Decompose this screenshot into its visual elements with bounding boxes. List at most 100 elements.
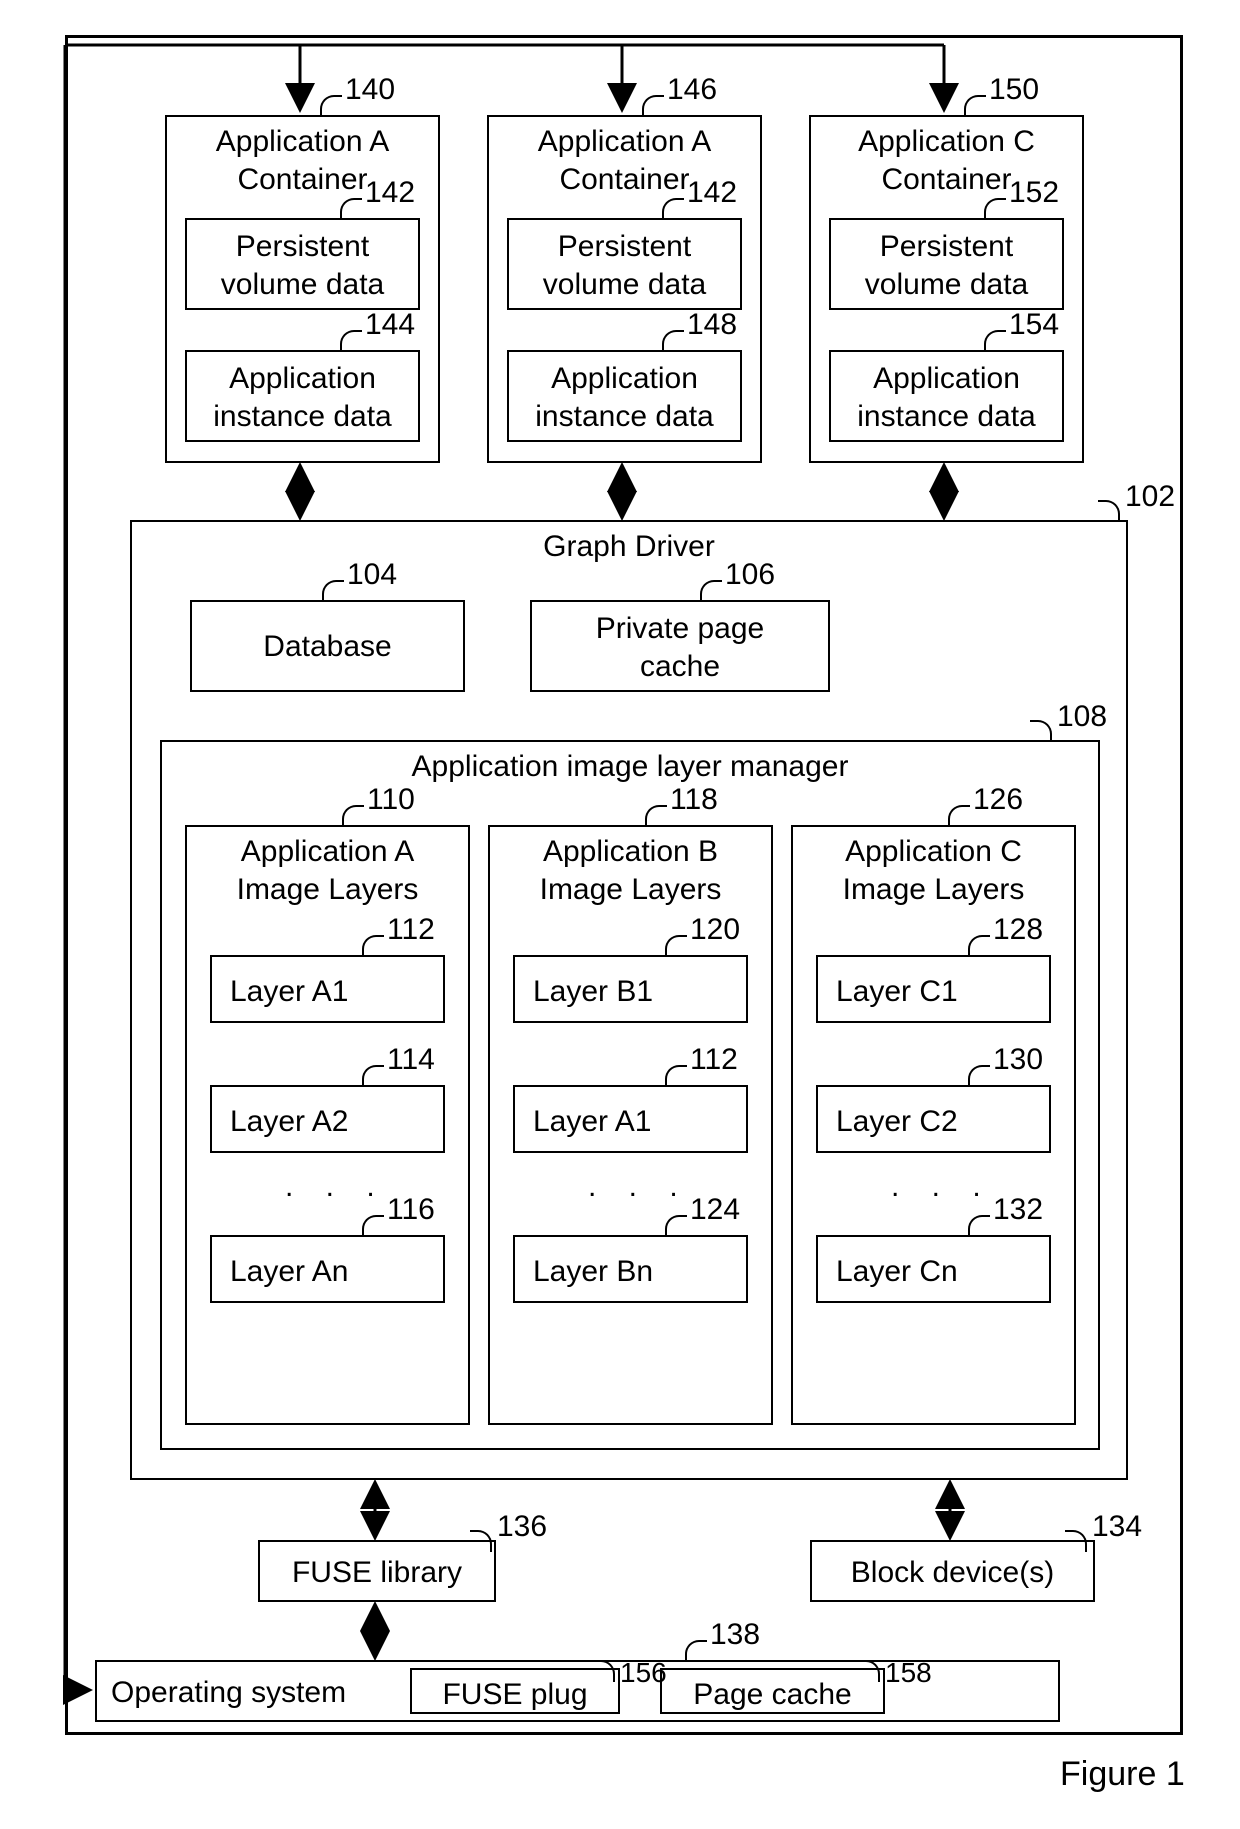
container-a1-ai: Application instance data [185,350,420,442]
ref-124: 124 [690,1193,740,1227]
layer-an: Layer An [210,1235,445,1303]
container-a2-pv-text: Persistent volume data [509,220,740,303]
leader-154 [984,330,1006,352]
ref-120: 120 [690,913,740,947]
ref-158: 158 [885,1657,932,1689]
leader-110 [342,805,364,827]
database-box: Database [190,600,465,692]
ref-112b: 112 [690,1043,738,1077]
container-a1-pv: Persistent volume data [185,218,420,310]
leader-146 [642,95,664,117]
ref-116: 116 [387,1193,435,1227]
ref-146: 146 [667,73,717,107]
leader-140 [320,95,342,117]
leader-124 [665,1215,687,1237]
leader-114 [362,1065,384,1087]
layer-manager-title: Application image layer manager [162,742,1098,786]
layer-c1-text: Layer C1 [818,957,1049,1011]
container-a2-ai: Application instance data [507,350,742,442]
ref-150: 150 [989,73,1039,107]
figure-label: Figure 1 [1060,1755,1185,1794]
leader-112b [665,1065,687,1087]
ref-156: 156 [620,1657,667,1689]
container-a2-pv: Persistent volume data [507,218,742,310]
layer-cn: Layer Cn [816,1235,1051,1303]
fuse-plug-text: FUSE plug [412,1670,618,1714]
leader-152 [984,198,1006,220]
container-a1-ai-text: Application instance data [187,352,418,435]
container-c-pv-text: Persistent volume data [831,220,1062,303]
group-c-title: Application C Image Layers [793,827,1074,908]
leader-118 [645,805,667,827]
leader-104 [322,580,344,602]
layer-b2-text: Layer A1 [515,1087,746,1141]
database-text: Database [192,602,463,666]
group-b-title: Application B Image Layers [490,827,771,908]
ref-102: 102 [1125,480,1175,514]
diagram-canvas: Application A Container Persistent volum… [0,0,1240,1829]
leader-116 [362,1215,384,1237]
ref-138: 138 [710,1618,760,1652]
leader-120 [665,935,687,957]
ref-126: 126 [973,783,1023,817]
layer-cn-text: Layer Cn [818,1237,1049,1291]
leader-112a [362,935,384,957]
ref-142b: 142 [687,176,737,210]
leader-138 [685,1640,707,1662]
os-page-cache-box: Page cache [660,1668,885,1714]
leader-106 [700,580,722,602]
container-a2-ai-text: Application instance data [509,352,740,435]
ref-128: 128 [993,913,1043,947]
block-devices-text: Block device(s) [812,1542,1093,1592]
ref-154: 154 [1009,308,1059,342]
leader-142b [662,198,684,220]
fuse-library-box: FUSE library [258,1540,496,1602]
layer-bn-text: Layer Bn [515,1237,746,1291]
ref-140: 140 [345,73,395,107]
container-c-pv: Persistent volume data [829,218,1064,310]
leader-148 [662,330,684,352]
ellipsis-a: . . . [285,1170,387,1204]
layer-bn: Layer Bn [513,1235,748,1303]
layer-a2: Layer A2 [210,1085,445,1153]
layer-b1-text: Layer B1 [515,957,746,1011]
group-a-title: Application A Image Layers [187,827,468,908]
container-c-ai-text: Application instance data [831,352,1062,435]
layer-a1-text: Layer A1 [212,957,443,1011]
leader-126 [948,805,970,827]
layer-an-text: Layer An [212,1237,443,1291]
layer-c2: Layer C2 [816,1085,1051,1153]
ref-104: 104 [347,558,397,592]
fuse-library-text: FUSE library [260,1542,494,1592]
ref-132: 132 [993,1193,1043,1227]
leader-132 [968,1215,990,1237]
os-text: Operating system [97,1662,346,1712]
graph-driver-title: Graph Driver [132,522,1126,566]
layer-b2: Layer A1 [513,1085,748,1153]
ref-130: 130 [993,1043,1043,1077]
leader-150 [964,95,986,117]
page-cache-text: Private page cache [532,602,828,685]
fuse-plug-box: FUSE plug [410,1668,620,1714]
container-c-ai: Application instance data [829,350,1064,442]
layer-b1: Layer B1 [513,955,748,1023]
layer-c1: Layer C1 [816,955,1051,1023]
ref-112a: 112 [387,913,435,947]
leader-144 [340,330,362,352]
layer-a2-text: Layer A2 [212,1087,443,1141]
os-page-cache-text: Page cache [662,1670,883,1714]
layer-a1: Layer A1 [210,955,445,1023]
ref-148: 148 [687,308,737,342]
ref-142a: 142 [365,176,415,210]
leader-130 [968,1065,990,1087]
ref-106: 106 [725,558,775,592]
ref-114: 114 [387,1043,435,1077]
page-cache-box: Private page cache [530,600,830,692]
ref-108: 108 [1057,700,1107,734]
block-devices-box: Block device(s) [810,1540,1095,1602]
ref-110: 110 [367,783,415,817]
ref-152: 152 [1009,176,1059,210]
layer-c2-text: Layer C2 [818,1087,1049,1141]
leader-142a [340,198,362,220]
leader-128 [968,935,990,957]
